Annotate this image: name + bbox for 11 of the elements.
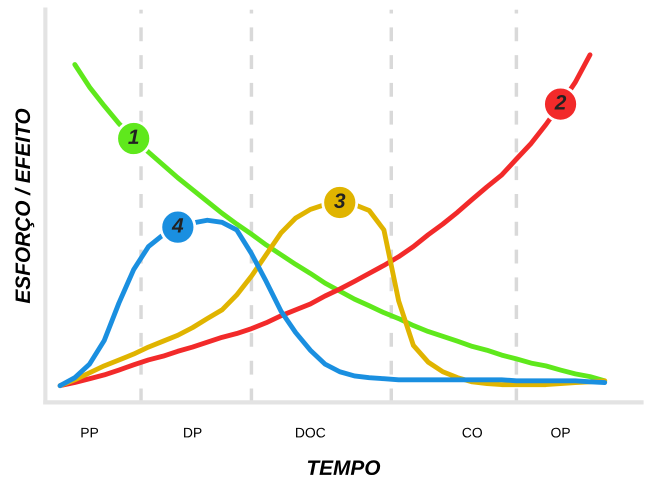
x-tick-label: PP [81,428,98,438]
series-label: 1 [128,130,138,144]
series-label: 4 [172,218,184,233]
x-tick-label: DOC [296,428,326,438]
y-axis-title: ESFORÇO / EFEITO [14,108,34,304]
x-tick-label: DP [184,428,202,438]
series-label: 3 [334,193,346,208]
x-axis-title: TEMPO [308,460,380,476]
x-tick-label: OP [551,428,570,438]
x-tick-label: CO [462,428,482,438]
series-label: 2 [554,94,566,110]
